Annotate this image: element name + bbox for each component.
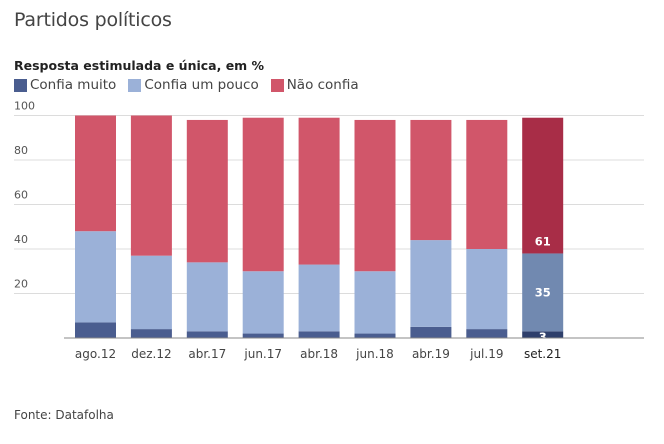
bar-segment — [242, 117, 284, 272]
legend-item-confia-muito: Confia muito — [14, 77, 116, 93]
bar-segment — [354, 333, 396, 338]
legend-item-confia-um-pouco: Confia um pouco — [128, 77, 259, 93]
bar-segment — [522, 253, 564, 332]
x-tick-label: abr.19 — [412, 347, 450, 361]
x-tick-label: ago.12 — [75, 347, 116, 361]
y-tick-label: 60 — [14, 189, 28, 202]
bar-segment — [354, 119, 396, 272]
y-tick-label: 100 — [14, 100, 35, 113]
bar-segment — [75, 322, 116, 338]
x-tick-label: set.21 — [524, 347, 561, 361]
chart-title: Partidos políticos — [14, 9, 172, 31]
bar-segment — [75, 231, 116, 323]
x-tick-label: jul.19 — [469, 347, 503, 361]
y-tick-label: 80 — [14, 144, 28, 157]
bar-segment — [466, 249, 508, 330]
stacked-bar-chart: 20 40 60 80 100 ago.12 dez.12 abr.17 jun.17 abr.1… — [14, 100, 644, 361]
bar-segment — [130, 329, 172, 338]
y-tick-label: 20 — [14, 278, 28, 291]
x-tick-label: jun.18 — [355, 347, 394, 361]
x-tick-label: abr.17 — [188, 347, 226, 361]
bar-segment — [354, 271, 396, 334]
bar-segment — [410, 119, 452, 241]
bar-segment — [466, 119, 508, 249]
bar-segment — [186, 331, 228, 338]
source-note: Fonte: Datafolha — [14, 408, 114, 422]
legend: Confia muito Confia um pouco Não confia — [14, 77, 359, 93]
bar-segment — [410, 240, 452, 327]
x-tick-label: abr.18 — [300, 347, 338, 361]
legend-swatch — [14, 78, 27, 92]
x-tick-label: dez.12 — [131, 347, 171, 361]
bar-segment — [242, 333, 284, 338]
bar-segment — [522, 331, 564, 338]
legend-item-nao-confia: Não confia — [270, 77, 359, 93]
bar-segment — [186, 119, 228, 263]
bar-segment — [186, 262, 228, 332]
legend-label: Confia muito — [30, 77, 117, 93]
data-label: 35 — [535, 285, 551, 299]
bar-segment — [242, 271, 284, 334]
legend-label: Confia um pouco — [144, 77, 259, 93]
y-tick-label: 40 — [14, 233, 28, 246]
legend-swatch — [270, 78, 284, 92]
bar-segment — [130, 115, 172, 256]
bar-segment — [522, 117, 564, 254]
bar-segment — [298, 264, 340, 332]
bar-segment — [298, 117, 340, 265]
bar-segment — [466, 329, 508, 338]
data-label: 3 — [539, 330, 547, 344]
legend-label: Não confia — [286, 77, 359, 93]
chart-subtitle: Resposta estimulada e única, em % — [14, 58, 265, 73]
bar-segment — [130, 255, 172, 330]
bar-segment — [75, 115, 116, 232]
legend-swatch — [128, 78, 142, 92]
bar-segment — [298, 331, 340, 338]
data-label: 61 — [535, 234, 551, 248]
x-tick-label: jun.17 — [243, 347, 282, 361]
bar-segment — [410, 326, 452, 338]
